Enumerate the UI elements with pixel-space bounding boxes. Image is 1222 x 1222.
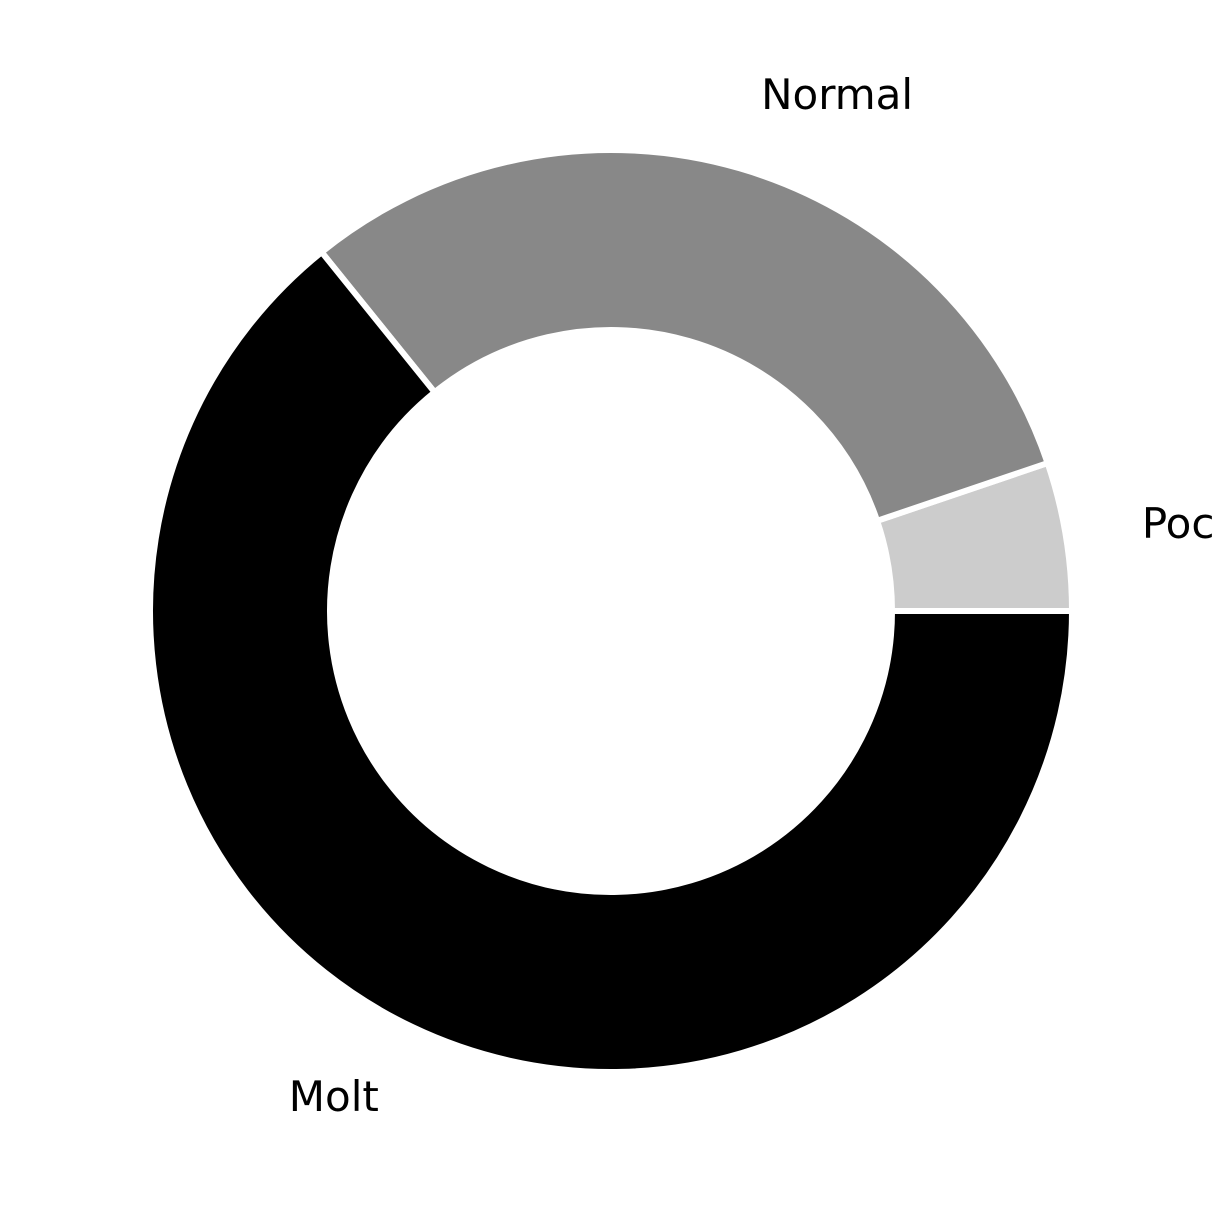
labels-group: Poc Normal Molt bbox=[289, 70, 1215, 1121]
slice-molt bbox=[147, 247, 1076, 1075]
slice-normal bbox=[317, 147, 1052, 525]
slice-label-poc: Poc bbox=[1142, 499, 1215, 548]
slice-label-normal: Normal bbox=[761, 70, 913, 119]
slice-label-molt: Molt bbox=[289, 1072, 379, 1121]
slices-group bbox=[147, 147, 1076, 1075]
